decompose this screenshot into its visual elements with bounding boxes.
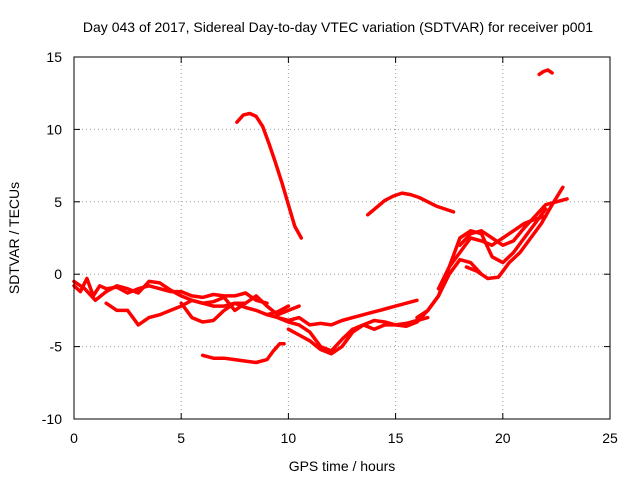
series-arc-12 <box>436 207 548 291</box>
y-tick-label: 10 <box>46 121 62 137</box>
axis-ticks: 0 5 10 15 20 25 -10 -5 0 5 10 15 <box>42 49 618 446</box>
series-arc-1 <box>72 276 269 305</box>
series-arc-4 <box>179 301 291 324</box>
x-tick-label: 20 <box>495 430 511 446</box>
y-axis-label: SDTVAR / TECUs <box>6 182 22 294</box>
series-arc-13 <box>458 197 569 247</box>
y-tick-label: -5 <box>50 339 63 355</box>
x-tick-label: 10 <box>281 430 297 446</box>
series-arc-3 <box>104 298 248 327</box>
series-arc-14 <box>464 185 565 281</box>
x-tick-label: 15 <box>388 430 404 446</box>
series-marks <box>72 68 569 365</box>
chart-title: Day 043 of 2017, Sidereal Day-to-day VTE… <box>83 19 593 35</box>
y-tick-label: 15 <box>46 49 62 65</box>
series-arc-6 <box>235 111 304 240</box>
series-arc-10 <box>365 191 456 217</box>
series-arc-5 <box>200 341 286 365</box>
x-tick-label: 0 <box>70 430 78 446</box>
x-tick-label: 5 <box>177 430 185 446</box>
plot-frame <box>73 56 611 420</box>
series-arc-2 <box>72 279 301 317</box>
series-arc-7 <box>265 298 419 327</box>
series-arc-11 <box>415 214 548 320</box>
y-tick-label: -10 <box>42 411 62 427</box>
x-axis-label: GPS time / hours <box>289 458 396 474</box>
x-tick-label: 25 <box>602 430 618 446</box>
series-arc-8 <box>275 315 430 353</box>
y-tick-label: 0 <box>54 266 62 282</box>
series-arc-15 <box>537 68 554 77</box>
series-arc-9 <box>286 257 484 356</box>
y-tick-label: 5 <box>54 194 62 210</box>
